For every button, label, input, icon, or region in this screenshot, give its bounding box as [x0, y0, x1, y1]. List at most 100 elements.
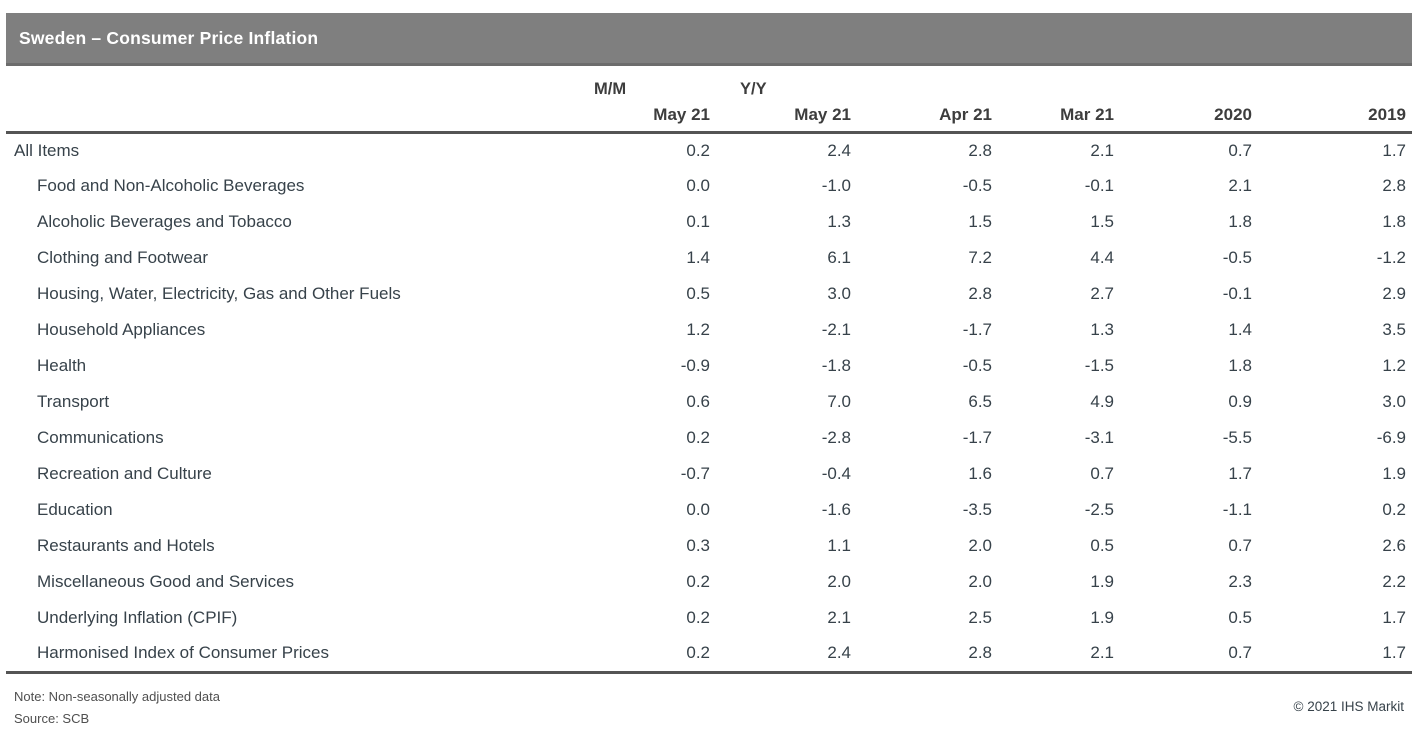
value-cell: -1.0 [821, 176, 851, 195]
value-cell: 2.8 [857, 636, 998, 674]
row-label: Harmonised Index of Consumer Prices [6, 636, 570, 674]
table-row: Underlying Inflation (CPIF) 0.2 2.1 2.5 1.9 0… [6, 600, 1412, 636]
title-bar: Sweden – Consumer Price Inflation [6, 13, 1412, 66]
value-cell: 0.1 [686, 212, 710, 231]
copyright-text: © 2021 IHS Markit [1293, 699, 1405, 714]
table-header: M/M Y/Y May 21 May 21 Apr 21 Mar 21 2020… [6, 72, 1412, 134]
table-row: Miscellaneous Good and Services 0.2 2.0 2.0… [6, 564, 1412, 600]
value-cell: 3.0 [827, 284, 851, 303]
value-cell: 1.3 [827, 212, 851, 231]
value-cell: -0.1 [1084, 176, 1114, 195]
value-cell: 1.8 [1228, 212, 1252, 231]
value-cell: 1.7 [1382, 608, 1406, 627]
column-header-row: May 21 May 21 Apr 21 Mar 21 2020 2019 [6, 99, 1412, 134]
value-cell: -0.5 [1222, 248, 1252, 267]
value-cell: 1.8 [1382, 212, 1406, 231]
value-cell: 0.2 [686, 428, 710, 447]
row-label: Education [37, 500, 113, 519]
value-cell: 0.3 [686, 536, 710, 555]
value-cell: -3.5 [962, 500, 992, 519]
value-cell: 0.7 [1228, 536, 1252, 555]
table-row: Education 0.0 -1.6 -3.5 -2.5 -1.1 0.2 [6, 492, 1412, 528]
value-cell: 2.0 [968, 536, 992, 555]
row-label: Restaurants and Hotels [37, 536, 215, 555]
value-cell: 3.0 [1382, 392, 1406, 411]
value-cell: 2.0 [968, 572, 992, 591]
value-cell: -0.9 [680, 356, 710, 375]
value-cell: 1.7 [1258, 636, 1412, 674]
value-cell: 1.8 [1228, 356, 1252, 375]
column-header: 2019 [1258, 99, 1412, 134]
value-cell: 1.6 [968, 464, 992, 483]
row-label: Clothing and Footwear [37, 248, 209, 267]
value-cell: 1.2 [1382, 356, 1406, 375]
table-row: Housing, Water, Electricity, Gas and Oth… [6, 276, 1412, 312]
column-header: May 21 [716, 99, 857, 134]
value-cell: 1.3 [1090, 320, 1114, 339]
table-body: All Items 0.2 2.4 2.8 2.1 0.7 1.7 Food and Non-… [6, 132, 1412, 674]
value-cell: 2.2 [1382, 572, 1406, 591]
label-column-header [6, 99, 570, 134]
value-cell: -0.1 [1222, 284, 1252, 303]
cpi-table: M/M Y/Y May 21 May 21 Apr 21 Mar 21 2020… [6, 72, 1412, 674]
value-cell: 2.1 [827, 608, 851, 627]
group-header-yy: Y/Y [740, 80, 767, 98]
table-row: Household Appliances 1.2 -2.1 -1.7 1.3 1.4 3.5 [6, 312, 1412, 348]
value-cell: 4.9 [1090, 392, 1114, 411]
value-cell: -3.1 [1084, 428, 1114, 447]
row-label: Alcoholic Beverages and Tobacco [37, 212, 292, 231]
value-cell: 0.7 [1228, 140, 1252, 160]
value-cell: -0.7 [680, 464, 710, 483]
value-cell: 0.9 [1228, 392, 1252, 411]
value-cell: -1.6 [821, 500, 851, 519]
row-label: Miscellaneous Good and Services [37, 572, 295, 591]
value-cell: 0.2 [686, 608, 710, 627]
value-cell: 2.4 [716, 636, 857, 674]
value-cell: 1.5 [1090, 212, 1114, 231]
row-label: Housing, Water, Electricity, Gas and Oth… [37, 284, 401, 303]
row-label: Health [37, 356, 87, 375]
value-cell: 2.9 [1382, 284, 1406, 303]
table-row: All Items 0.2 2.4 2.8 2.1 0.7 1.7 [6, 132, 1412, 168]
value-cell: 0.6 [686, 392, 710, 411]
value-cell: 2.7 [1090, 284, 1114, 303]
value-cell: 2.1 [998, 636, 1120, 674]
value-cell: 0.2 [570, 636, 716, 674]
note-text: Note: Non-seasonally adjusted data [14, 689, 220, 704]
table-row: Health -0.9 -1.8 -0.5 -1.5 1.8 1.2 [6, 348, 1412, 384]
row-label: Household Appliances [37, 320, 206, 339]
value-cell: 0.5 [1090, 536, 1114, 555]
value-cell: 2.1 [1228, 176, 1252, 195]
value-cell: -1.1 [1222, 500, 1252, 519]
table-row: Food and Non-Alcoholic Beverages 0.0 -1.0 -… [6, 168, 1412, 204]
table-row: Transport 0.6 7.0 6.5 4.9 0.9 3.0 [6, 384, 1412, 420]
value-cell: 0.7 [1090, 464, 1114, 483]
label-column-header [6, 72, 570, 99]
footer-notes: Note: Non-seasonally adjusted data Sourc… [14, 686, 220, 730]
value-cell: -5.5 [1222, 428, 1252, 447]
value-cell: 0.2 [686, 572, 710, 591]
value-cell: 0.7 [1120, 636, 1258, 674]
table-row: Restaurants and Hotels 0.3 1.1 2.0 0.5 0.7 2.6 [6, 528, 1412, 564]
value-cell: -1.2 [1376, 248, 1406, 267]
row-label: Communications [37, 428, 164, 447]
column-header: Mar 21 [998, 99, 1120, 134]
value-cell: 1.4 [1228, 320, 1252, 339]
row-label: Food and Non-Alcoholic Beverages [37, 176, 305, 195]
value-cell: 1.7 [1382, 140, 1406, 160]
value-cell: 2.8 [968, 140, 992, 160]
value-cell: 1.1 [827, 536, 851, 555]
value-cell: 2.1 [1090, 140, 1114, 160]
value-cell: 0.0 [686, 500, 710, 519]
value-cell: -0.4 [821, 464, 851, 483]
value-cell: 4.4 [1090, 248, 1114, 267]
source-text: Source: SCB [14, 711, 90, 726]
value-cell: -2.5 [1084, 500, 1114, 519]
value-cell: 7.0 [827, 392, 851, 411]
table-row: Alcoholic Beverages and Tobacco 0.1 1.3 1.5… [6, 204, 1412, 240]
value-cell: -1.7 [962, 428, 992, 447]
value-cell: -6.9 [1376, 428, 1406, 447]
table-row: Harmonised Index of Consumer Prices 0.2 2.… [6, 636, 1412, 674]
group-header-row: M/M Y/Y [6, 72, 1412, 99]
value-cell: 2.0 [827, 572, 851, 591]
